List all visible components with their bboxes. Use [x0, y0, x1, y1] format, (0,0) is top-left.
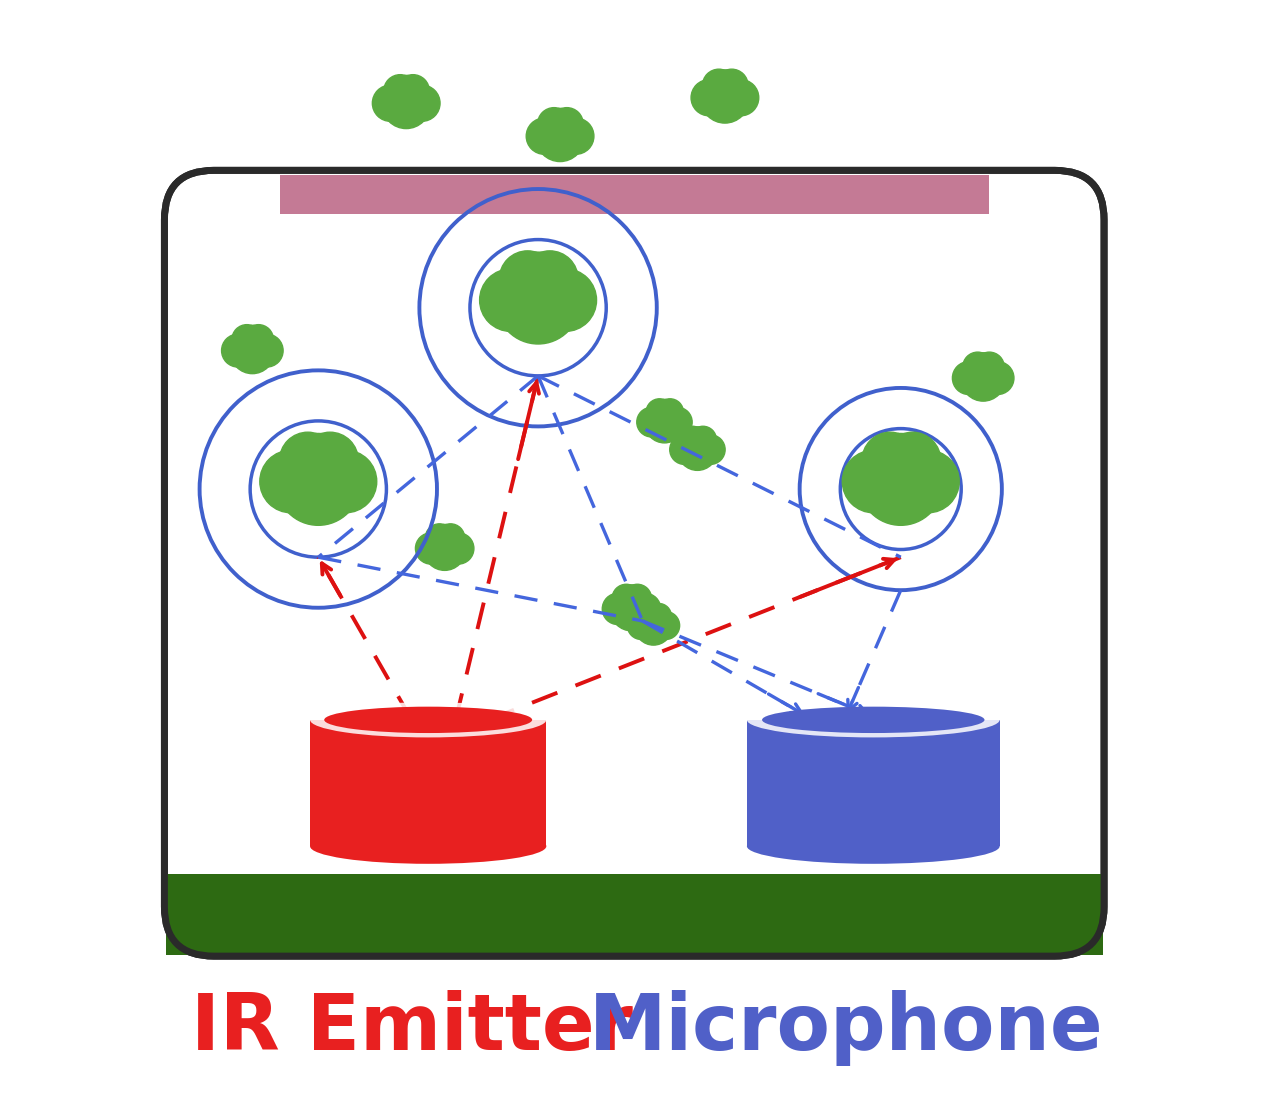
Circle shape — [696, 435, 725, 465]
Ellipse shape — [309, 702, 547, 737]
Circle shape — [499, 251, 556, 308]
Circle shape — [679, 426, 706, 453]
Circle shape — [961, 357, 1005, 401]
Circle shape — [384, 75, 417, 108]
Circle shape — [602, 593, 634, 624]
Circle shape — [678, 431, 717, 470]
FancyBboxPatch shape — [164, 170, 1104, 956]
Circle shape — [551, 108, 584, 141]
Circle shape — [221, 334, 255, 367]
Circle shape — [496, 260, 580, 344]
Circle shape — [392, 76, 421, 104]
Circle shape — [859, 442, 942, 525]
Circle shape — [981, 362, 1014, 395]
Circle shape — [613, 585, 640, 612]
Circle shape — [314, 451, 376, 513]
Circle shape — [637, 408, 667, 437]
Circle shape — [513, 252, 563, 302]
Circle shape — [722, 79, 759, 115]
Circle shape — [527, 118, 562, 154]
Bar — [280, 175, 989, 214]
Circle shape — [416, 533, 447, 564]
Circle shape — [522, 251, 578, 308]
Circle shape — [644, 403, 685, 443]
Circle shape — [645, 603, 672, 629]
Circle shape — [436, 524, 465, 552]
Circle shape — [691, 79, 727, 115]
Text: Microphone: Microphone — [589, 989, 1103, 1066]
Circle shape — [610, 589, 653, 631]
Circle shape — [480, 269, 542, 332]
Circle shape — [842, 451, 904, 513]
Circle shape — [230, 330, 274, 374]
Circle shape — [558, 118, 594, 154]
Circle shape — [619, 585, 644, 610]
Circle shape — [536, 113, 585, 162]
Circle shape — [897, 451, 959, 513]
Text: IR Emitter: IR Emitter — [191, 989, 633, 1066]
Circle shape — [647, 399, 673, 425]
Circle shape — [244, 324, 274, 355]
Circle shape — [952, 362, 985, 395]
Ellipse shape — [746, 829, 1000, 864]
Circle shape — [669, 435, 700, 465]
Circle shape — [635, 608, 672, 645]
Circle shape — [701, 75, 749, 123]
Circle shape — [397, 75, 429, 108]
Circle shape — [432, 524, 457, 550]
Circle shape — [861, 432, 918, 489]
Circle shape — [663, 408, 692, 437]
Ellipse shape — [325, 707, 532, 733]
Circle shape — [373, 85, 409, 121]
Circle shape — [875, 433, 926, 484]
Polygon shape — [309, 720, 547, 846]
Circle shape — [702, 69, 735, 102]
Circle shape — [538, 108, 571, 141]
Circle shape — [652, 611, 679, 640]
Circle shape — [232, 324, 261, 355]
Ellipse shape — [746, 702, 1000, 737]
Circle shape — [293, 433, 344, 484]
Circle shape — [629, 593, 661, 624]
Circle shape — [426, 524, 453, 552]
Circle shape — [302, 432, 359, 489]
Circle shape — [381, 80, 431, 129]
Circle shape — [710, 70, 739, 99]
Circle shape — [534, 269, 596, 332]
Circle shape — [260, 451, 322, 513]
Circle shape — [970, 353, 997, 379]
Circle shape — [962, 352, 993, 382]
Circle shape — [643, 604, 664, 626]
Circle shape — [239, 325, 265, 352]
Circle shape — [546, 109, 575, 137]
Circle shape — [690, 426, 716, 453]
Ellipse shape — [309, 829, 547, 864]
Circle shape — [424, 529, 466, 570]
Circle shape — [715, 69, 748, 102]
Circle shape — [653, 399, 677, 423]
Circle shape — [637, 603, 662, 629]
Circle shape — [884, 432, 941, 489]
Circle shape — [404, 85, 440, 121]
Polygon shape — [165, 874, 1103, 955]
Circle shape — [277, 442, 360, 525]
Circle shape — [628, 611, 655, 640]
Circle shape — [442, 533, 474, 564]
Circle shape — [686, 426, 710, 451]
Circle shape — [974, 352, 1004, 382]
Circle shape — [250, 334, 283, 367]
Circle shape — [279, 432, 336, 489]
Polygon shape — [746, 720, 1000, 846]
Ellipse shape — [762, 707, 984, 733]
Circle shape — [657, 399, 683, 425]
Circle shape — [623, 585, 652, 612]
